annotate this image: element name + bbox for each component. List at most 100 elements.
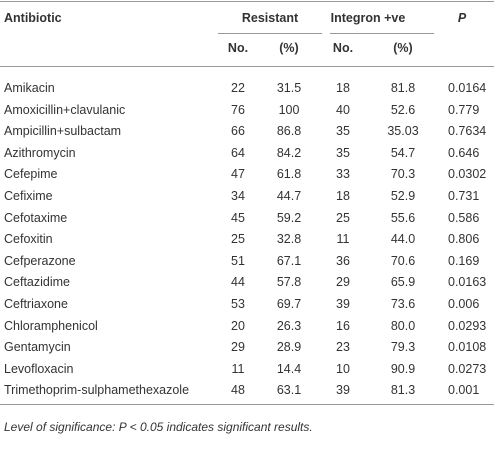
cell: 69.7 (276, 297, 302, 311)
antibiotic-name: Ceftazidime (4, 275, 70, 290)
cell: 70.3 (390, 167, 416, 182)
header: Antibiotic (4, 11, 62, 25)
cell: 70.6 (390, 253, 416, 268)
cell: 81.3 (390, 383, 416, 398)
cell: 23 (336, 340, 350, 355)
cell: 20 (231, 318, 245, 333)
cell: 0.586 (448, 210, 480, 225)
cell: 84.2 (276, 145, 302, 160)
cell: 0.7634 (448, 124, 487, 139)
cell: 65.9 (390, 275, 416, 290)
footnote: Level of significance: P < 0.05 indicate… (4, 420, 313, 434)
cell: 52.6 (390, 102, 416, 117)
cell: 47 (231, 167, 245, 182)
cell: 33 (336, 167, 350, 182)
cell: 26.3 (276, 318, 302, 333)
cell: 36 (336, 253, 350, 268)
antibiotic-name: Chloramphenicol (4, 318, 98, 333)
cell: 18 (336, 189, 350, 203)
cell: 73.6 (390, 297, 416, 311)
cell: 44.0 (390, 232, 416, 247)
cell: 64 (231, 145, 245, 160)
cell: 76 (231, 102, 245, 117)
antibiotic-name: Trimethoprim-sulphamethexazole (4, 383, 190, 398)
antibiotic-name: Levofloxacin (4, 361, 74, 376)
antibiotic-name: Ampicillin+sulbactam (4, 124, 122, 139)
header: Resistant (241, 11, 299, 25)
cell: 79.3 (390, 340, 416, 355)
cell: 25 (231, 232, 245, 247)
cell: 34 (231, 189, 245, 203)
cell: 29 (336, 275, 350, 290)
antibiotic-name: Cefepime (4, 167, 58, 182)
subheader: No. (227, 41, 249, 55)
cell: 0.006 (448, 297, 480, 311)
cell: 61.8 (276, 167, 302, 182)
rule (0, 66, 494, 67)
antibiotic-name: Ceftriaxone (4, 297, 68, 311)
cell: 86.8 (276, 124, 302, 139)
cell: 0.0302 (448, 167, 487, 182)
cell: 40 (336, 102, 350, 117)
cell: 55.6 (390, 210, 416, 225)
cell: 22 (231, 81, 245, 95)
cell: 0.646 (448, 145, 480, 160)
cell: 39 (336, 383, 350, 398)
rule (330, 33, 434, 34)
cell: 100 (278, 102, 300, 117)
antibiotic-name: Cefperazone (4, 253, 76, 268)
cell: 29 (231, 340, 245, 355)
cell: 54.7 (390, 145, 416, 160)
cell: 0.0293 (448, 318, 487, 333)
cell: 67.1 (276, 253, 302, 268)
antibiotic-name: Amikacin (4, 81, 55, 95)
cell: 35 (336, 124, 350, 139)
rule (0, 1, 494, 2)
subheader: (%) (393, 41, 413, 55)
cell: 11 (336, 232, 350, 247)
antibiotic-name: Amoxicillin+clavulanic (4, 102, 126, 117)
cell: 18 (336, 81, 350, 95)
antibiotic-name: Cefotaxime (4, 210, 68, 225)
cell: 32.8 (276, 232, 302, 247)
cell: 44.7 (276, 189, 302, 203)
subheader: No. (332, 41, 354, 55)
cell: 10 (336, 361, 350, 376)
cell: 0.806 (448, 232, 480, 247)
cell: 53 (231, 297, 245, 311)
rule (218, 33, 322, 34)
antibiotic-name: Gentamycin (4, 340, 71, 355)
cell: 0.169 (448, 253, 480, 268)
cell: 66 (231, 124, 245, 139)
cell: 25 (336, 210, 350, 225)
cell: 59.2 (276, 210, 302, 225)
cell: 90.9 (390, 361, 416, 376)
cell: 0.0163 (448, 275, 487, 290)
antibiotic-name: Cefoxitin (4, 232, 53, 247)
cell: 48 (231, 383, 245, 398)
cell: 11 (231, 361, 245, 376)
header: P (457, 11, 467, 25)
cell: 0.779 (448, 102, 480, 117)
cell: 52.9 (390, 189, 416, 203)
cell: 0.0108 (448, 340, 487, 355)
cell: 57.8 (276, 275, 302, 290)
cell: 51 (231, 253, 245, 268)
cell: 39 (336, 297, 350, 311)
cell: 0.001 (448, 383, 480, 398)
cell: 44 (231, 275, 245, 290)
cell: 80.0 (390, 318, 416, 333)
cell: 31.5 (276, 81, 302, 95)
antibiotic-name: Azithromycin (4, 145, 76, 160)
cell: 0.0273 (448, 361, 487, 376)
cell: 28.9 (276, 340, 302, 355)
cell: 45 (231, 210, 245, 225)
cell: 14.4 (276, 361, 302, 376)
antibiotic-name: Cefixime (4, 189, 53, 203)
cell: 35 (336, 145, 350, 160)
cell: 35.03 (387, 124, 419, 139)
rule (0, 404, 494, 405)
header: Integron +ve (330, 11, 406, 25)
cell: 63.1 (276, 383, 302, 398)
